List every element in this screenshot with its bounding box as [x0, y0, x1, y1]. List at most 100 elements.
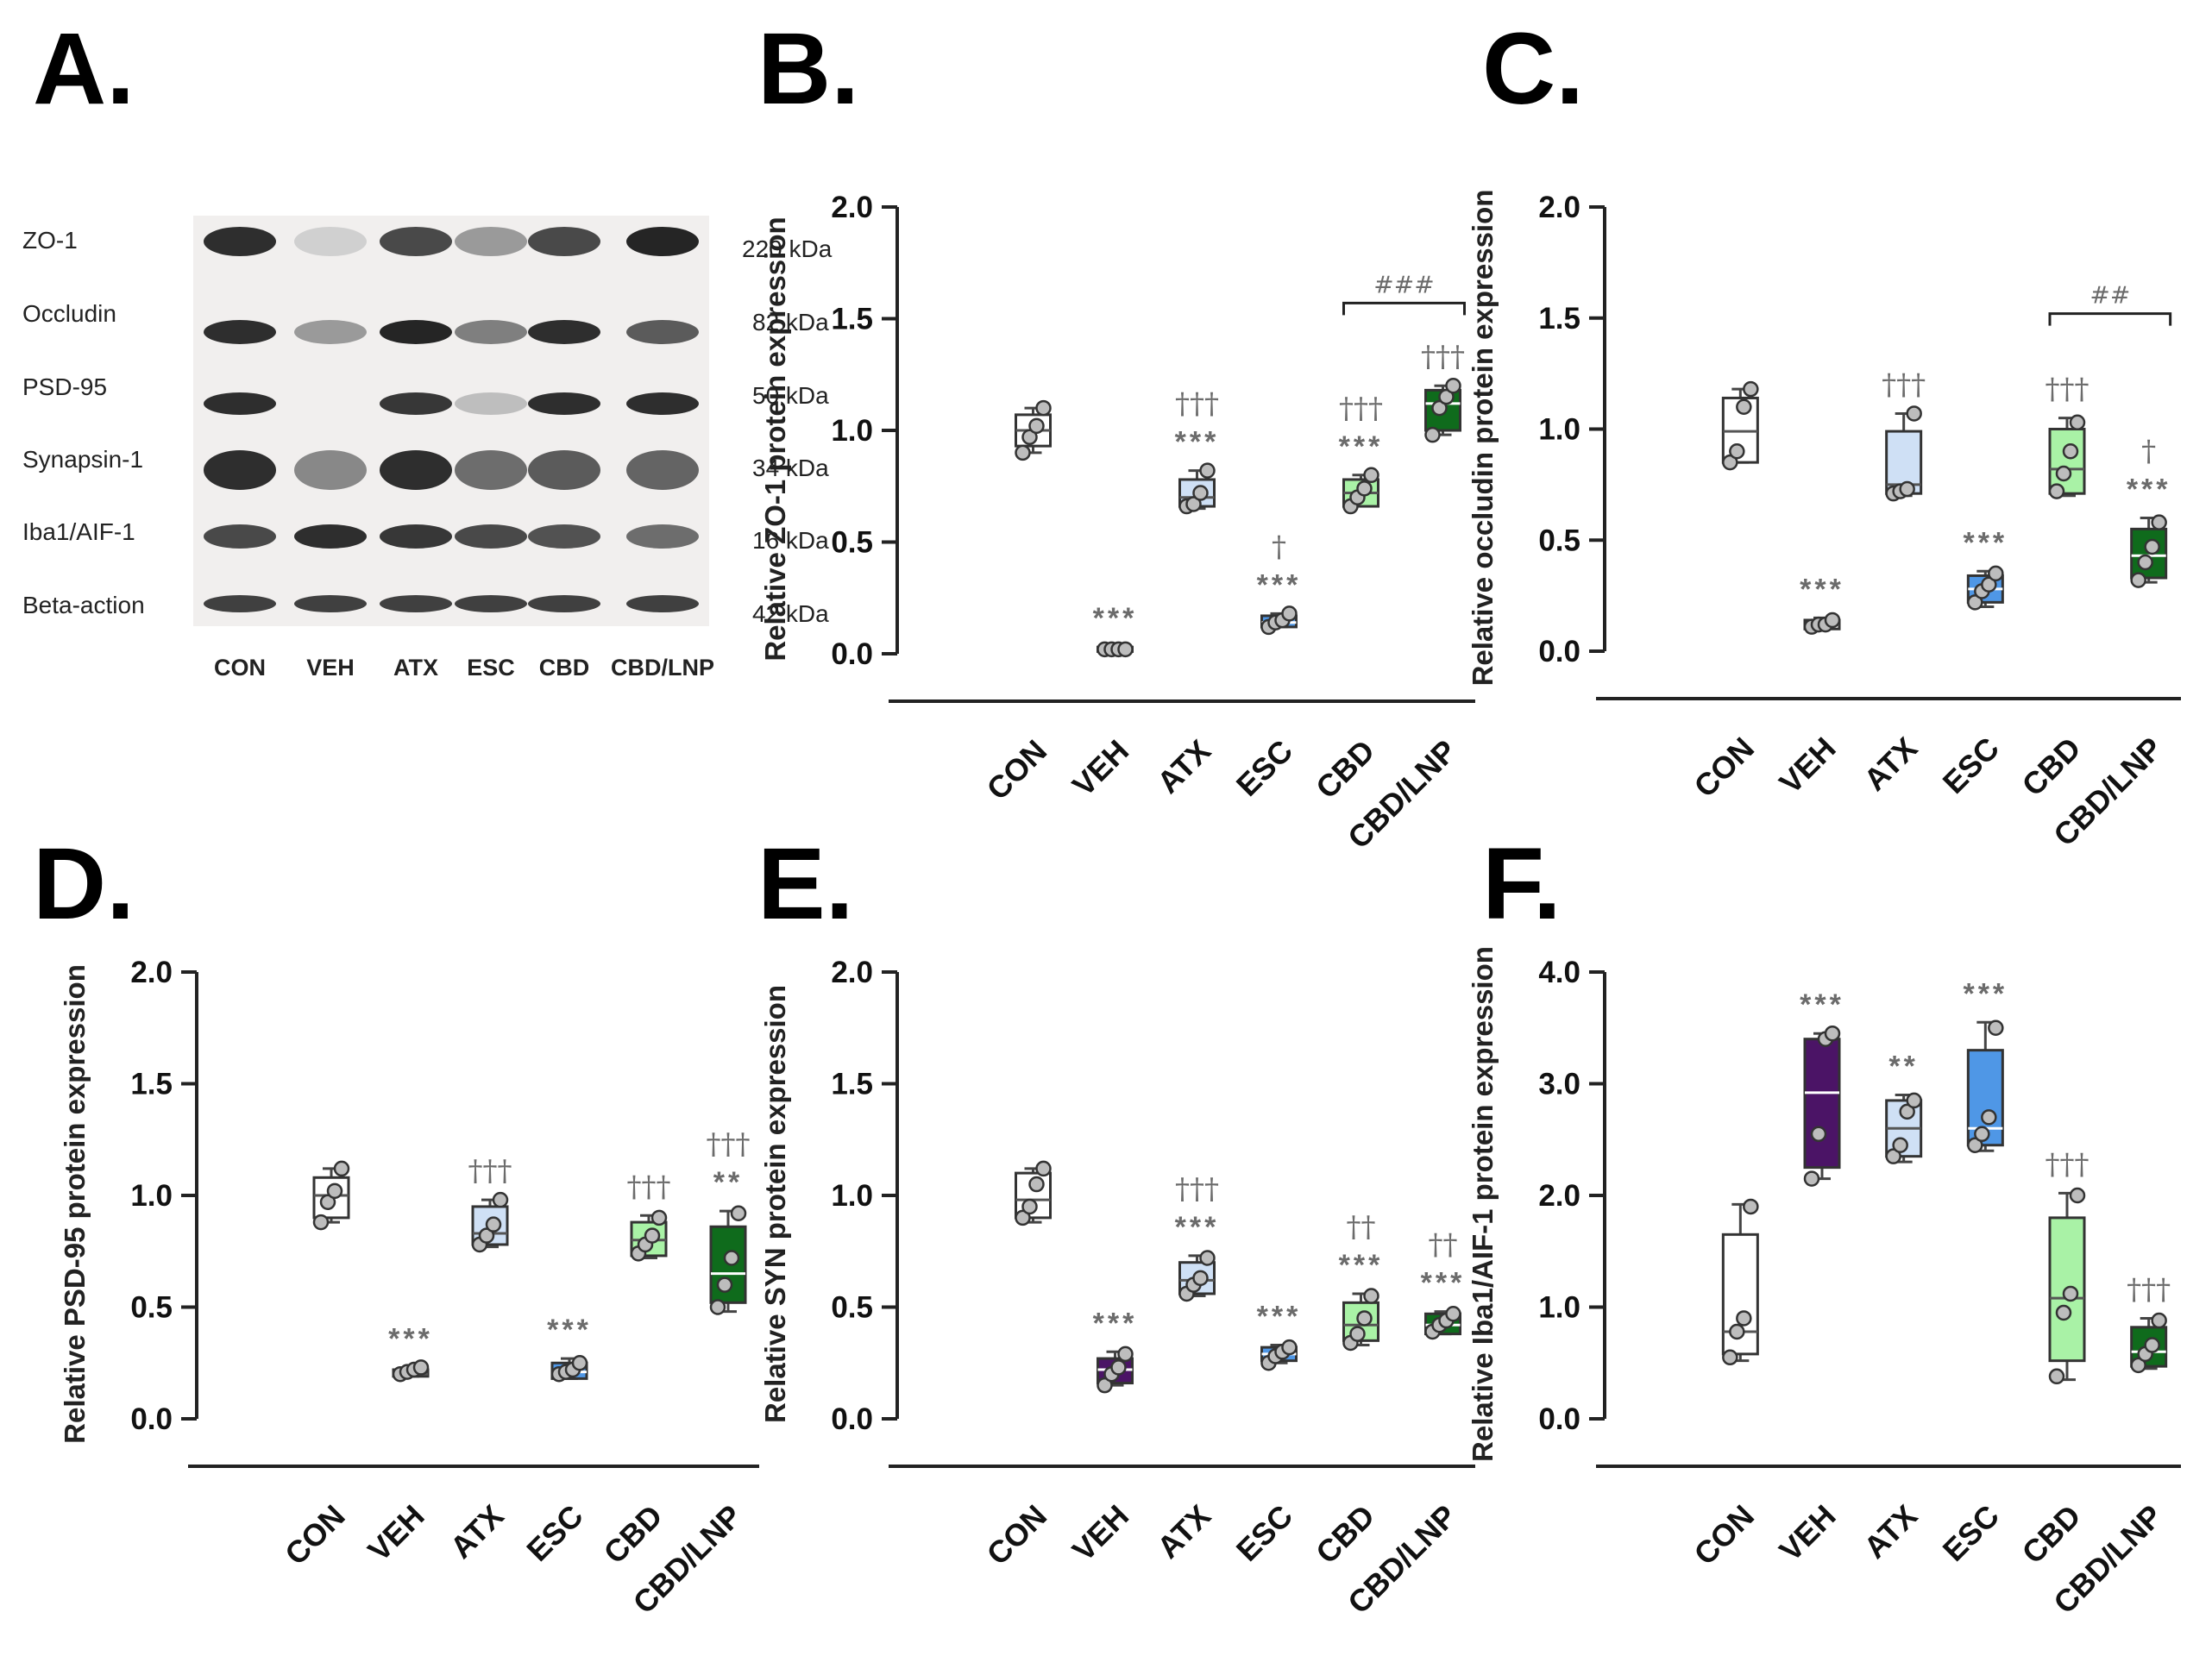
data-point	[1356, 1310, 1373, 1327]
y-tick-label: 0.5	[130, 1291, 173, 1325]
data-point	[1736, 398, 1752, 415]
box-ESC	[550, 1355, 588, 1383]
box-CON	[1015, 399, 1052, 461]
y-axis-title: Relative occludin protein expression	[1467, 190, 1499, 687]
box-body	[1803, 1038, 1841, 1170]
significance-dagger: †††	[1175, 1172, 1219, 1207]
significance-stars: ***	[1800, 988, 1844, 1021]
box-VEH	[1803, 1025, 1841, 1187]
blot-size-zo1: 220 kDa	[742, 235, 833, 262]
data-point	[1729, 1323, 1745, 1340]
x-category-label: CBD	[2015, 1498, 2088, 1571]
data-point	[2144, 1337, 2160, 1353]
x-category-label: CBD	[597, 1498, 669, 1571]
comparison-bracket	[1342, 301, 1466, 316]
blot-label-zo1: ZO-1	[22, 227, 78, 254]
x-category-label: ESC	[519, 1498, 589, 1568]
data-point	[485, 1216, 502, 1233]
data-point	[1981, 576, 1997, 593]
data-point	[1729, 443, 1745, 460]
x-category-label: CBD	[1309, 733, 1381, 806]
data-point	[333, 1160, 350, 1177]
box-ATX	[1178, 462, 1216, 515]
data-point	[716, 1276, 733, 1293]
significance-stars: ***	[1093, 602, 1138, 635]
blot-label-synapsin: Synapsin-1	[22, 446, 143, 473]
y-tick-label: 0.0	[1538, 1402, 1580, 1436]
data-point	[1803, 1170, 1820, 1187]
data-point	[1899, 1103, 1915, 1120]
significance-stars: ***	[2127, 474, 2171, 506]
significance-stars: ***	[388, 1322, 433, 1355]
blot-size-occludin: 82 kDa	[752, 309, 829, 336]
box-ATX	[1885, 1092, 1923, 1164]
data-point	[1021, 429, 1038, 446]
y-tick-label: 1.0	[831, 414, 873, 448]
box-ESC	[1966, 565, 2004, 611]
x-category-label: VEH	[1772, 1498, 1842, 1568]
data-point	[650, 1209, 668, 1226]
significance-stars: ***	[1963, 977, 2008, 1010]
blot-bands	[204, 227, 699, 612]
blot-band-4-4	[528, 524, 600, 549]
box-ATX	[471, 1191, 509, 1253]
data-point	[1899, 480, 1915, 498]
blot-band-1-5	[626, 320, 699, 344]
data-point	[1824, 1025, 1841, 1042]
data-point	[1021, 1198, 1038, 1215]
x-category-label: CON	[1687, 1498, 1761, 1572]
data-point	[2062, 443, 2079, 460]
data-point	[1192, 1270, 1209, 1287]
blot-lane-labels: CON VEH ATX ESC CBD CBD/LNP	[214, 655, 714, 681]
data-point	[1028, 1176, 1045, 1193]
blot-band-2-3	[455, 392, 527, 415]
data-point	[1199, 1250, 1216, 1266]
box-CBD	[2048, 1187, 2086, 1385]
x-category-label: CON	[278, 1498, 352, 1572]
y-axis-title: Relative Iba1/AIF-1 protein expression	[1467, 946, 1499, 1462]
chart-panel-1: 0.0 0.5 1.0 1.5 2.0 Relative occludin protein…	[1467, 190, 2181, 853]
blot-band-3-1	[294, 450, 367, 490]
data-point	[478, 1227, 495, 1244]
blot-band-4-1	[294, 524, 367, 549]
blot-band-3-5	[626, 450, 699, 490]
panel-label-b: B.	[757, 12, 859, 126]
x-category-label: VEH	[1065, 733, 1135, 803]
data-point	[1445, 1306, 1461, 1322]
significance-stars: ***	[1800, 573, 1844, 605]
x-category-label: CON	[980, 733, 1054, 807]
data-point	[1192, 485, 1209, 501]
y-tick-label: 0.5	[831, 1291, 873, 1325]
box-body	[2048, 428, 2086, 495]
blot-band-2-5	[626, 392, 699, 415]
x-category-label: ATX	[1150, 1498, 1217, 1565]
blot-band-4-5	[626, 524, 699, 549]
y-tick-label: 2.0	[831, 191, 873, 224]
data-point	[1281, 605, 1298, 622]
y-tick-label: 3.0	[1538, 1068, 1580, 1101]
significance-dagger: †††	[2045, 373, 2089, 407]
x-category-label: ESC	[1936, 1498, 2006, 1568]
data-point	[1431, 399, 1448, 417]
x-category-label: ESC	[1936, 731, 2006, 800]
significance-dagger: †	[2141, 435, 2156, 469]
significance-dagger: †††	[2045, 1147, 2089, 1182]
x-category-label: CBD	[1309, 1498, 1381, 1571]
data-point	[1281, 1339, 1298, 1356]
data-point	[1424, 426, 1441, 443]
blot-band-5-0	[204, 595, 276, 612]
blot-membrane	[193, 216, 709, 626]
blot-band-4-3	[455, 524, 527, 549]
data-point	[2144, 538, 2160, 555]
blot-band-3-0	[204, 450, 276, 490]
blot-band-4-0	[204, 524, 276, 549]
data-point	[1736, 1310, 1752, 1327]
x-category-label: CBD	[2015, 731, 2088, 803]
blot-lane-esc: ESC	[467, 655, 515, 681]
blot-protein-labels: ZO-1 Occludin PSD-95 Synapsin-1 Iba1/AIF…	[22, 227, 145, 618]
significance-dagger: †	[1272, 530, 1286, 564]
data-point	[1035, 399, 1052, 417]
box-CBD/LNP	[1424, 377, 1461, 443]
blot-band-3-2	[380, 450, 452, 490]
